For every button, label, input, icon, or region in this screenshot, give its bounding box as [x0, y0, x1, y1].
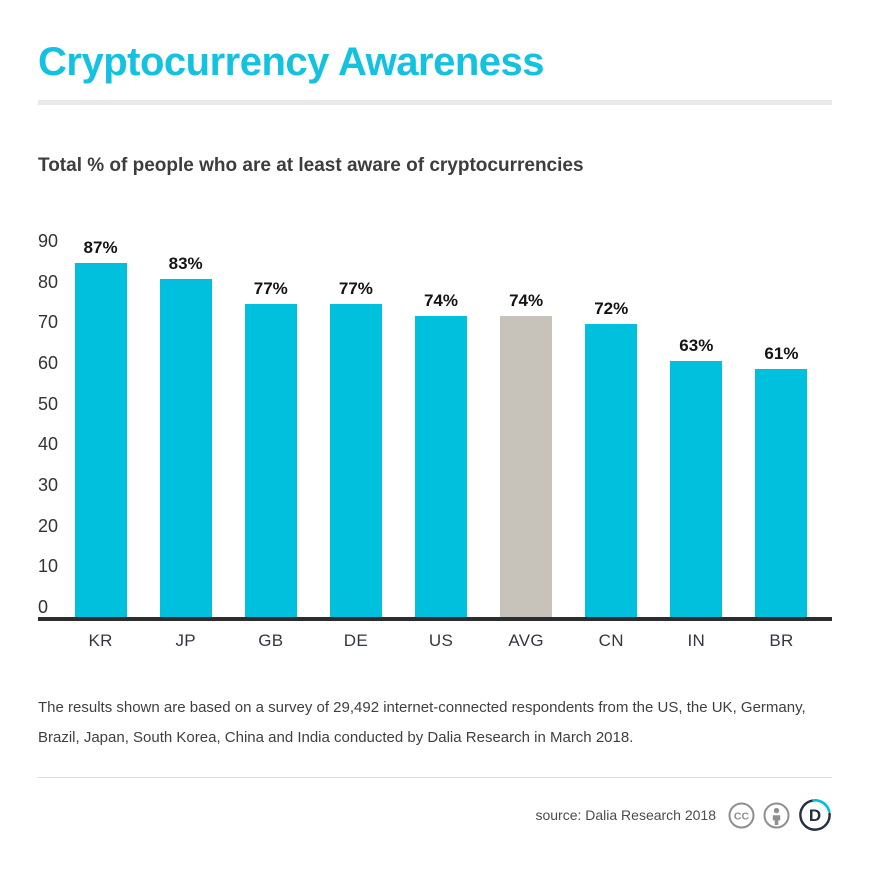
value-label-jp: 83%	[168, 254, 203, 274]
value-label-avg: 74%	[509, 291, 544, 311]
bar-br: 61%	[755, 344, 808, 617]
bar-jp: 83%	[159, 254, 212, 617]
bar-de: 77%	[329, 279, 382, 617]
value-label-cn: 72%	[594, 299, 629, 319]
y-tick-label: 50	[38, 393, 59, 414]
value-label-kr: 87%	[83, 238, 118, 258]
footer: source: Dalia Research 2018 CC D	[38, 798, 832, 832]
bar-us: 74%	[414, 291, 467, 617]
bar-cn: 72%	[585, 299, 638, 617]
bar-slot-us: 74%	[398, 221, 483, 617]
value-label-us: 74%	[423, 291, 458, 311]
bar-slot-de: 77%	[313, 221, 398, 617]
x-axis-label-gb: GB	[258, 631, 284, 650]
plot-area: 90 80 70 60 50 40 30 20 10 0 87% 83% 77% 77% 74% 74% 72…	[38, 231, 832, 621]
bar-gb: 77%	[244, 279, 297, 617]
value-label-gb: 77%	[253, 278, 288, 298]
bar-slot-cn: 72%	[569, 221, 654, 617]
chart-subtitle: Total % of people who are at least aware…	[38, 155, 584, 176]
attribution-icon[interactable]	[763, 802, 790, 829]
y-tick-label: 20	[38, 515, 59, 536]
bar-kr: 87%	[74, 238, 127, 617]
bar-slot-kr: 87%	[58, 221, 143, 617]
value-label-de: 77%	[338, 278, 373, 298]
y-tick-label: 40	[38, 434, 59, 455]
y-tick-label: 30	[38, 475, 59, 495]
x-axis-label-jp: JP	[175, 631, 196, 650]
x-axis-label-us: US	[428, 631, 454, 650]
x-axis-label-cn: CN	[598, 631, 624, 650]
x-axis-labels: KR JP GB DE US AVG CN IN BR	[58, 621, 824, 651]
y-tick-label: 10	[38, 556, 59, 577]
bar-chart: 90 80 70 60 50 40 30 20 10 0 87% 83% 77% 77% 74% 74% 72…	[38, 231, 832, 651]
title-divider	[38, 100, 832, 105]
y-tick-label: 0	[38, 597, 49, 617]
value-label-br: 61%	[764, 343, 799, 363]
bars-container: 87% 83% 77% 77% 74% 74% 72% 63% 61%	[58, 221, 824, 617]
value-label-in: 63%	[679, 335, 714, 355]
bar-in: 63%	[670, 336, 723, 617]
footer-divider	[38, 777, 832, 778]
bar-slot-in: 63%	[654, 221, 739, 617]
page-title: Cryptocurrency Awareness	[38, 40, 545, 84]
y-tick-label: 70	[38, 312, 59, 333]
bar-slot-gb: 77%	[228, 221, 313, 617]
footnote-text: The results shown are based on a survey …	[38, 699, 806, 746]
svg-text:CC: CC	[734, 810, 750, 822]
bar-slot-avg: 74%	[484, 221, 569, 617]
dalia-logo[interactable]: D	[798, 798, 832, 832]
y-tick-label: 60	[38, 353, 59, 373]
y-tick-label: 90	[38, 231, 59, 251]
cc-license-icon[interactable]: CC	[728, 802, 755, 829]
svg-text:D: D	[809, 806, 821, 825]
x-axis-line	[38, 617, 832, 621]
bar-slot-jp: 83%	[143, 221, 228, 617]
source-label: source: Dalia Research 2018	[535, 807, 716, 823]
x-axis-label-kr: KR	[88, 631, 113, 650]
x-axis-label-br: BR	[769, 631, 794, 650]
bar-avg: 74%	[500, 291, 553, 617]
y-tick-label: 80	[38, 271, 59, 292]
infographic: Cryptocurrency Awareness Total % of peop…	[0, 40, 870, 832]
x-axis-label-in: IN	[687, 631, 706, 650]
bar-slot-br: 61%	[739, 221, 824, 617]
x-axis-label-avg: AVG	[508, 631, 544, 650]
x-axis-label-de: DE	[343, 631, 368, 650]
